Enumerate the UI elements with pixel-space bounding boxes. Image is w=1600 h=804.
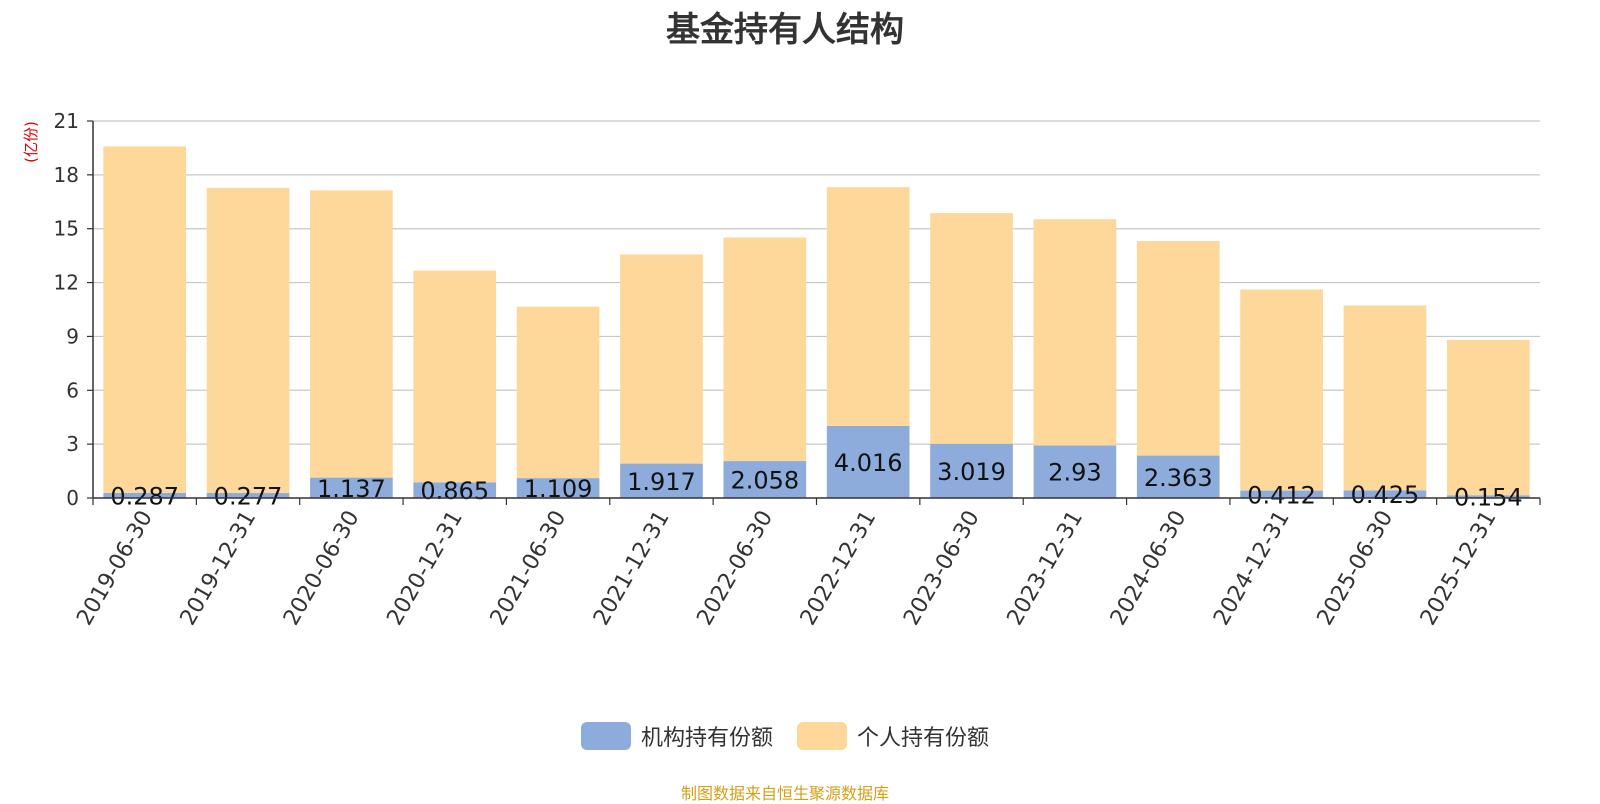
x-tick-label: 2024-12-31 [1209,507,1295,630]
bar-individual[interactable] [1446,339,1530,496]
bar-institutional[interactable] [516,478,600,498]
bar-institutional[interactable] [1136,455,1220,498]
bar-individual[interactable] [103,146,187,493]
legend-item-individual[interactable]: 个人持有份额 [797,720,989,752]
legend-swatch-institutional [580,722,631,750]
legend-item-institutional[interactable]: 机构持有份额 [580,720,773,752]
x-tick-label: 2022-12-31 [796,507,882,630]
bar-individual[interactable] [826,187,910,426]
x-tick-label: 2022-06-30 [692,507,778,630]
bar-individual[interactable] [620,254,703,464]
chart-title: 基金持有人结构 [666,10,904,50]
x-tick-label: 2021-12-31 [589,507,675,630]
bar-institutional[interactable] [620,463,703,498]
bar-institutional[interactable] [310,477,393,498]
bar-institutional[interactable] [206,493,290,498]
x-tick-label: 2025-12-31 [1416,507,1502,630]
data-label-institutional: 0.412 [1247,481,1316,509]
bar-individual[interactable] [413,270,497,483]
data-label-institutional: 2.93 [1048,459,1101,487]
y-tick-label: 3 [66,432,79,456]
x-tick-label: 2020-12-31 [382,507,468,630]
bar-individual[interactable] [1343,305,1427,491]
data-label-institutional: 0.277 [214,483,283,511]
legend-label-institutional: 机构持有份额 [640,726,773,751]
x-tick-label: 2019-12-31 [176,507,262,630]
source-note: 制图数据来自恒生聚源数据库 [680,784,889,803]
bar-institutional[interactable] [826,425,910,498]
bar-individual[interactable] [516,306,600,479]
x-tick-label: 2024-06-30 [1106,507,1192,630]
y-tick-label: 6 [66,378,79,402]
y-tick-label: 12 [54,271,79,295]
y-tick-label: 0 [66,486,79,510]
data-label-institutional: 1.109 [524,475,593,503]
data-label-institutional: 3.019 [937,458,1006,486]
bar-institutional[interactable] [723,461,807,498]
bar-individual[interactable] [206,187,290,494]
legend: 机构持有份额 个人持有份额 [0,720,1570,752]
bar-institutional[interactable] [413,482,497,498]
x-tick-label: 2025-06-30 [1313,507,1399,630]
data-label-institutional: 0.287 [110,482,179,510]
x-tick-label: 2021-06-30 [486,507,572,630]
bar-individual[interactable] [1240,289,1323,491]
y-axis-unit: (亿份) [22,121,40,163]
bar-institutional[interactable] [1343,490,1427,498]
data-label-institutional: 2.363 [1144,464,1213,492]
x-tick-label: 2023-12-31 [1003,507,1089,630]
y-tick-label: 21 [54,109,79,133]
bar-individual[interactable] [310,190,393,478]
data-label-institutional: 1.917 [627,468,696,496]
legend-swatch-individual [797,722,847,750]
data-label-institutional: 0.425 [1351,481,1420,509]
y-tick-label: 15 [54,217,79,241]
data-label-institutional: 0.865 [420,477,489,505]
bar-individual[interactable] [930,213,1013,444]
y-tick-label: 9 [66,324,79,348]
data-label-institutional: 4.016 [834,449,903,477]
bar-individual[interactable] [1033,219,1117,446]
bar-institutional[interactable] [1033,445,1117,498]
legend-label-individual: 个人持有份额 [857,726,990,751]
bar-institutional[interactable] [1240,490,1323,498]
y-tick-label: 18 [54,163,79,187]
x-tick-label: 2020-06-30 [279,507,365,630]
bar-individual[interactable] [1136,241,1220,456]
data-label-institutional: 2.058 [730,467,799,495]
bar-individual[interactable] [723,237,807,462]
x-tick-label: 2019-06-30 [72,507,158,630]
bar-institutional[interactable] [930,443,1013,498]
bar-institutional[interactable] [1446,495,1530,498]
x-tick-label: 2023-06-30 [899,506,985,629]
bar-institutional[interactable] [103,492,187,498]
